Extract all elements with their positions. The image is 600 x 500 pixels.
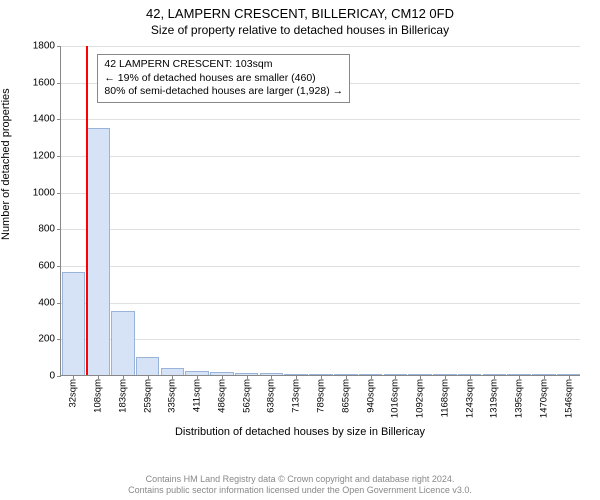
x-tick-label: 562sqm — [241, 375, 252, 413]
y-tick-label: 0 — [49, 371, 61, 382]
x-tick-label: 940sqm — [365, 375, 376, 413]
x-tick-label: 486sqm — [216, 375, 227, 413]
y-tick-label: 1400 — [33, 114, 61, 125]
y-tick-label: 1200 — [33, 151, 61, 162]
y-tick-label: 800 — [38, 224, 61, 235]
x-tick-label: 789sqm — [316, 375, 327, 413]
x-tick-label: 108sqm — [93, 375, 104, 413]
gridline — [61, 119, 580, 120]
annotation-line: 42 LAMPERN CRESCENT: 103sqm — [104, 58, 343, 72]
y-tick-label: 200 — [38, 334, 61, 345]
chart-title-main: 42, LAMPERN CRESCENT, BILLERICAY, CM12 0… — [0, 0, 600, 21]
annotation-box: 42 LAMPERN CRESCENT: 103sqm← 19% of deta… — [97, 54, 350, 103]
histogram-bar — [111, 311, 135, 375]
annotation-line: 80% of semi-detached houses are larger (… — [104, 85, 343, 99]
y-tick-label: 400 — [38, 297, 61, 308]
histogram-bar — [62, 272, 86, 375]
histogram-bar — [136, 357, 160, 375]
x-axis-label: Distribution of detached houses by size … — [0, 426, 600, 438]
gridline — [61, 46, 580, 47]
x-tick-label: 638sqm — [266, 375, 277, 413]
x-tick-label: 1546sqm — [563, 375, 574, 418]
footer-credits: Contains HM Land Registry data © Crown c… — [0, 474, 600, 497]
gridline — [61, 229, 580, 230]
y-axis-label: Number of detached properties — [0, 88, 12, 240]
x-tick-label: 1092sqm — [415, 375, 426, 418]
histogram-bar — [161, 368, 185, 375]
gridline — [61, 156, 580, 157]
gridline — [61, 339, 580, 340]
plot-region: 02004006008001000120014001600180032sqm10… — [60, 46, 580, 376]
x-tick-label: 1395sqm — [514, 375, 525, 418]
marker-line — [86, 46, 88, 375]
gridline — [61, 193, 580, 194]
gridline — [61, 303, 580, 304]
x-tick-label: 32sqm — [68, 375, 79, 408]
x-tick-label: 335sqm — [167, 375, 178, 413]
y-tick-label: 1800 — [33, 41, 61, 52]
gridline — [61, 266, 580, 267]
x-tick-label: 865sqm — [340, 375, 351, 413]
x-tick-label: 259sqm — [142, 375, 153, 413]
y-tick-label: 600 — [38, 261, 61, 272]
x-tick-label: 713sqm — [291, 375, 302, 413]
x-tick-label: 1016sqm — [390, 375, 401, 418]
y-tick-label: 1000 — [33, 187, 61, 198]
x-tick-label: 1168sqm — [439, 375, 450, 417]
x-tick-label: 183sqm — [117, 375, 128, 413]
annotation-line: ← 19% of detached houses are smaller (46… — [104, 72, 343, 86]
chart-title-sub: Size of property relative to detached ho… — [0, 21, 600, 37]
y-tick-label: 1600 — [33, 77, 61, 88]
footer-line-2: Contains public sector information licen… — [0, 485, 600, 496]
x-tick-label: 1470sqm — [538, 375, 549, 418]
x-tick-label: 411sqm — [192, 375, 203, 412]
x-tick-label: 1243sqm — [464, 375, 475, 418]
footer-line-1: Contains HM Land Registry data © Crown c… — [0, 474, 600, 485]
histogram-bar — [86, 128, 110, 376]
x-tick-label: 1319sqm — [489, 375, 500, 418]
chart-area: Number of detached properties 0200400600… — [0, 40, 600, 440]
